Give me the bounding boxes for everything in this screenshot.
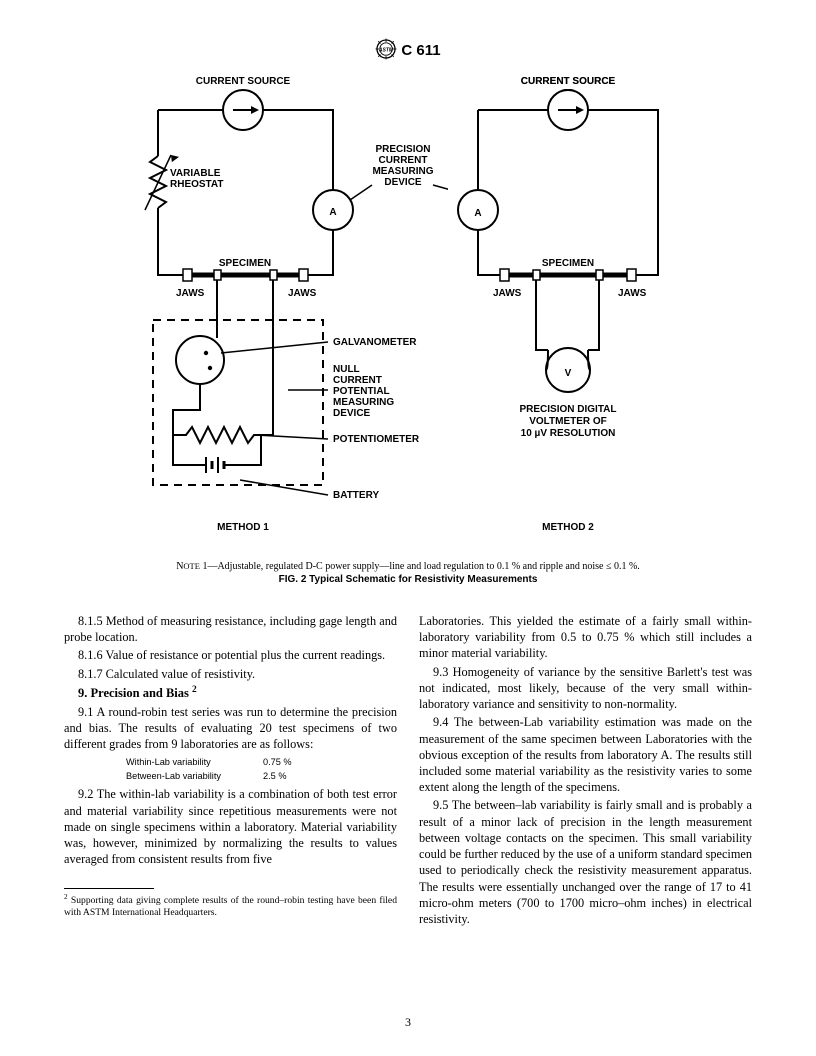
figure-note: NOTE 1—Adjustable, regulated D-C power s…	[128, 560, 688, 573]
svg-text:V: V	[565, 368, 572, 379]
p-9-3: 9.3 Homogeneity of variance by the sensi…	[419, 664, 752, 713]
svg-text:VARIABLERHEOSTAT: VARIABLERHEOSTAT	[170, 168, 224, 190]
svg-text:A: A	[329, 207, 336, 218]
schematic-svg: .w { fill:none; stroke:#000; stroke-widt…	[128, 70, 688, 550]
svg-text:METHOD 2: METHOD 2	[542, 522, 594, 533]
p-9-5: 9.5 The between–lab variability is fairl…	[419, 797, 752, 927]
page-number: 3	[0, 1015, 816, 1030]
svg-text:A: A	[474, 208, 481, 219]
footnote-sup: 2	[64, 893, 68, 901]
page-header: ASTM C 611	[64, 38, 752, 64]
svg-text:CURRENT SOURCE: CURRENT SOURCE	[196, 76, 291, 87]
footnote-2: 2 Supporting data giving complete result…	[64, 893, 397, 919]
standard-number: C 611	[401, 42, 440, 59]
svg-text:METHOD 1: METHOD 1	[217, 522, 269, 533]
svg-text:SPECIMEN: SPECIMEN	[219, 258, 271, 269]
body-columns: 8.1.5 Method of measuring resistance, in…	[64, 613, 752, 929]
svg-text:JAWS: JAWS	[176, 288, 205, 299]
p-8-1-6: 8.1.6 Value of resistance or potential p…	[64, 647, 397, 663]
figure-2: .w { fill:none; stroke:#000; stroke-widt…	[128, 70, 688, 585]
figure-note-text: —Adjustable, regulated D-C power supply—…	[207, 561, 639, 572]
within-lab-value: 0.75 %	[263, 756, 332, 768]
within-lab-label: Within-Lab variability	[126, 756, 261, 768]
p-9-2: 9.2 The within-lab variability is a comb…	[64, 786, 397, 867]
figure-caption: FIG. 2 Typical Schematic for Resistivity…	[128, 574, 688, 585]
p-9-1: 9.1 A round-robin test series was run to…	[64, 704, 397, 753]
svg-text:POTENTIOMETER: POTENTIOMETER	[333, 434, 420, 445]
svg-text:SPECIMEN: SPECIMEN	[542, 258, 594, 269]
between-lab-label: Between-Lab variability	[126, 770, 261, 782]
footnote-rule	[64, 888, 154, 889]
p-8-1-7: 8.1.7 Calculated value of resistivity.	[64, 666, 397, 682]
section-9-heading: 9. Precision and Bias 2	[64, 684, 397, 702]
svg-text:PRECISIONCURRENTMEASURINGDEVIC: PRECISIONCURRENTMEASURINGDEVICE	[372, 144, 433, 188]
footnote-text: Supporting data giving complete results …	[64, 895, 397, 918]
svg-text:GALVANOMETER: GALVANOMETER	[333, 337, 417, 348]
variability-table: Within-Lab variability 0.75 % Between-La…	[124, 754, 334, 784]
between-lab-value: 2.5 %	[263, 770, 332, 782]
p-9-2-cont: Laboratories. This yielded the estimate …	[419, 613, 752, 662]
svg-text:CURRENT SOURCE: CURRENT SOURCE	[521, 76, 616, 87]
p-9-4: 9.4 The between-Lab variability estimati…	[419, 714, 752, 795]
p-8-1-5: 8.1.5 Method of measuring resistance, in…	[64, 613, 397, 645]
sec9-title: 9. Precision and Bias	[78, 686, 189, 700]
svg-text:ASTM: ASTM	[378, 48, 394, 54]
svg-text:JAWS: JAWS	[493, 288, 522, 299]
sec9-footnote-ref: 2	[192, 685, 197, 695]
astm-logo-icon: ASTM	[375, 38, 397, 64]
svg-text:BATTERY: BATTERY	[333, 490, 379, 501]
svg-text:JAWS: JAWS	[618, 288, 647, 299]
svg-text:JAWS: JAWS	[288, 288, 317, 299]
svg-text:PRECISION DIGITALVOLTMETER OF1: PRECISION DIGITALVOLTMETER OF10 µV RESOL…	[519, 404, 616, 439]
svg-text:NULLCURRENTPOTENTIALMEASURINGD: NULLCURRENTPOTENTIALMEASURINGDEVICE	[333, 364, 394, 419]
